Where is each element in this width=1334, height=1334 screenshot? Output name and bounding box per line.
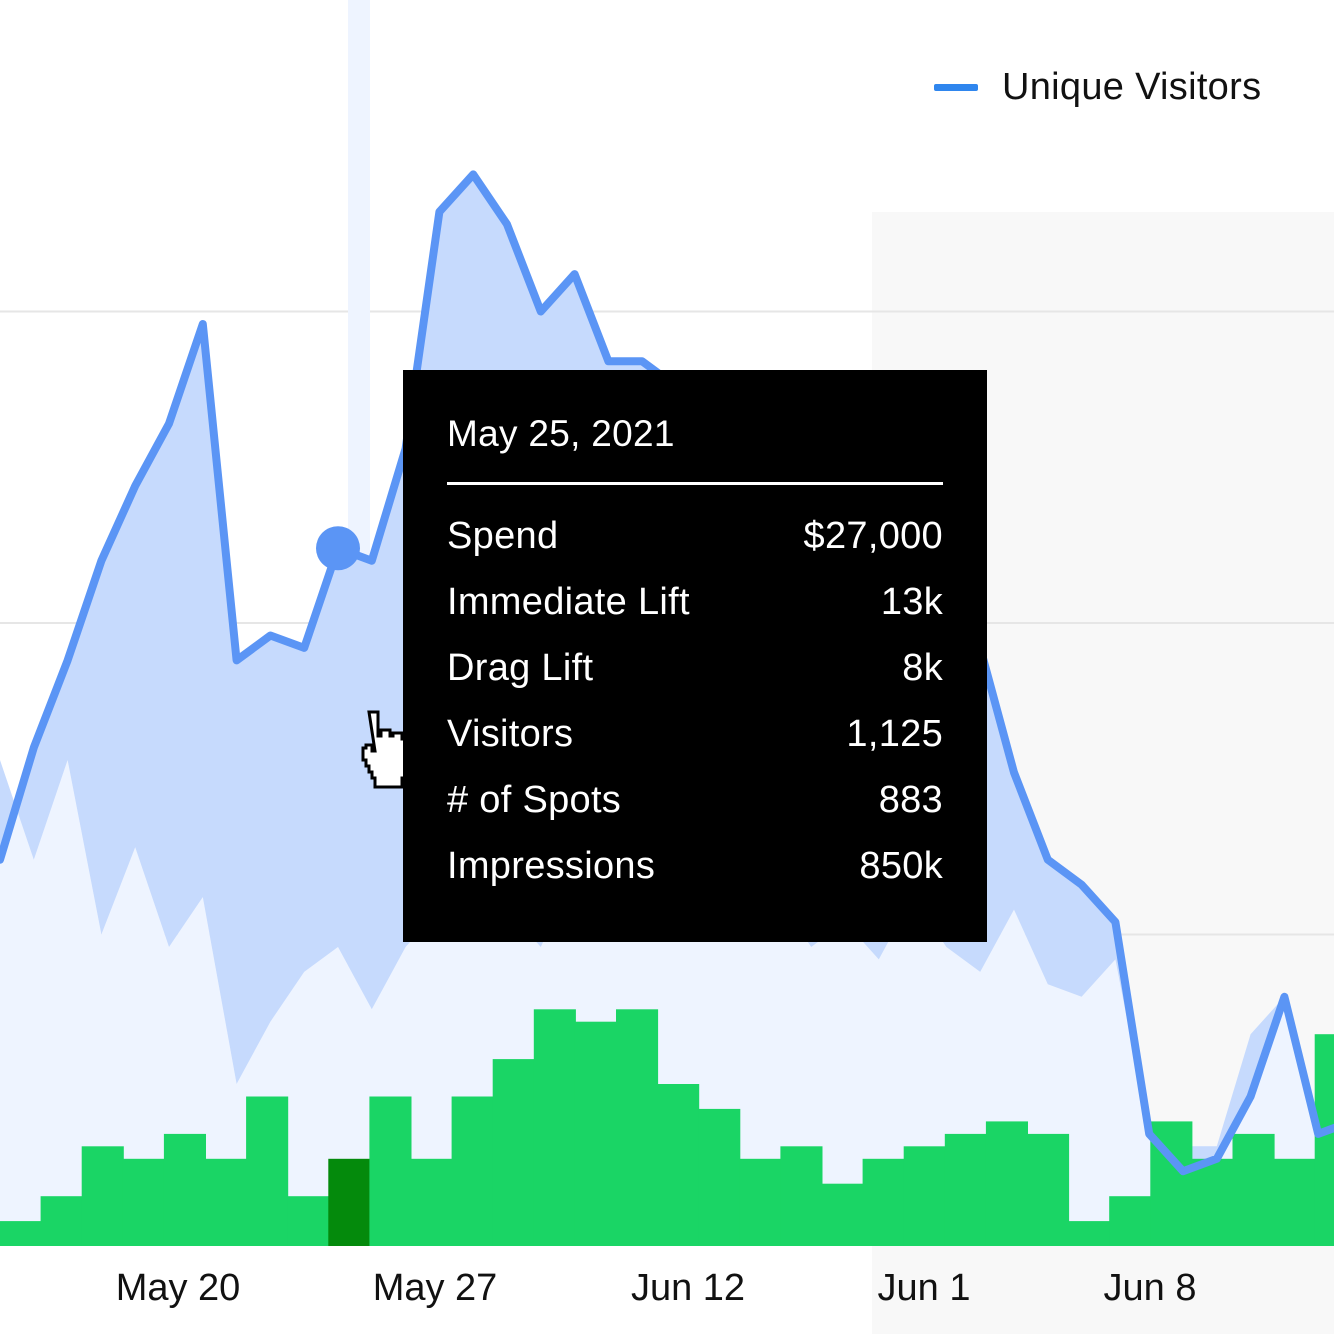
bar (903, 1146, 946, 1246)
bar (780, 1146, 823, 1246)
bar (410, 1158, 453, 1246)
tooltip-value: 8k (902, 646, 943, 689)
tooltip-label: # of Spots (447, 778, 622, 821)
tooltip-label: Spend (447, 514, 559, 557)
tooltip: May 25, 2021 Spend $27,000 Immediate Lif… (403, 370, 987, 942)
tooltip-row-immediate-lift: Immediate Lift 13k (447, 569, 943, 635)
bar (1314, 1034, 1334, 1246)
bar (81, 1146, 124, 1246)
legend: Unique Visitors (934, 66, 1261, 109)
bar (1109, 1196, 1152, 1246)
tooltip-row-drag-lift: Drag Lift 8k (447, 635, 943, 701)
tooltip-value: $27,000 (803, 514, 943, 557)
tooltip-row-impressions: Impressions 850k (447, 833, 943, 899)
bar (698, 1108, 741, 1246)
bar (1191, 1158, 1234, 1246)
tooltip-value: 883 (878, 778, 943, 821)
tooltip-value: 13k (880, 580, 943, 623)
spots-bars (0, 1009, 1334, 1246)
bar (0, 1221, 42, 1246)
x-tick-label: Jun 1 (878, 1267, 971, 1309)
bar (163, 1133, 206, 1246)
tooltip-value: 850k (859, 844, 943, 887)
tooltip-label: Immediate Lift (447, 580, 690, 623)
bar (533, 1009, 576, 1246)
tooltip-label: Drag Lift (447, 646, 594, 689)
bar (369, 1096, 412, 1246)
tooltip-label: Visitors (447, 712, 574, 755)
legend-swatch (934, 84, 978, 91)
bar (492, 1059, 535, 1246)
bar (451, 1096, 494, 1246)
x-tick-label: May 20 (116, 1267, 241, 1309)
tooltip-divider (447, 482, 943, 485)
bar (1027, 1133, 1070, 1246)
bar (1068, 1221, 1111, 1246)
bar (246, 1096, 289, 1246)
legend-label: Unique Visitors (1002, 66, 1262, 108)
bar (1232, 1133, 1275, 1246)
bar (122, 1158, 165, 1246)
bar (944, 1133, 987, 1246)
tooltip-date: May 25, 2021 (447, 413, 675, 454)
bar (574, 1021, 617, 1246)
bar (205, 1158, 248, 1246)
x-tick-label: Jun 8 (1104, 1267, 1197, 1309)
hand-cursor-icon (361, 710, 410, 789)
tooltip-row-spots: # of Spots 883 (447, 767, 943, 833)
tooltip-value: 1,125 (846, 712, 943, 755)
hover-point[interactable] (316, 526, 360, 571)
bar (821, 1183, 864, 1246)
x-tick-label: Jun 12 (631, 1267, 745, 1309)
bar (739, 1158, 782, 1246)
bar (616, 1009, 659, 1246)
tooltip-row-spend: Spend $27,000 (447, 503, 943, 569)
bar (40, 1196, 83, 1246)
bar-highlighted (328, 1158, 371, 1246)
tooltip-row-visitors: Visitors 1,125 (447, 701, 943, 767)
bar (657, 1084, 700, 1246)
x-tick-label: May 27 (373, 1267, 498, 1309)
bar (287, 1196, 330, 1246)
bar (862, 1158, 905, 1246)
tooltip-label: Impressions (447, 844, 656, 887)
bar (1273, 1158, 1316, 1246)
bar (985, 1121, 1028, 1246)
